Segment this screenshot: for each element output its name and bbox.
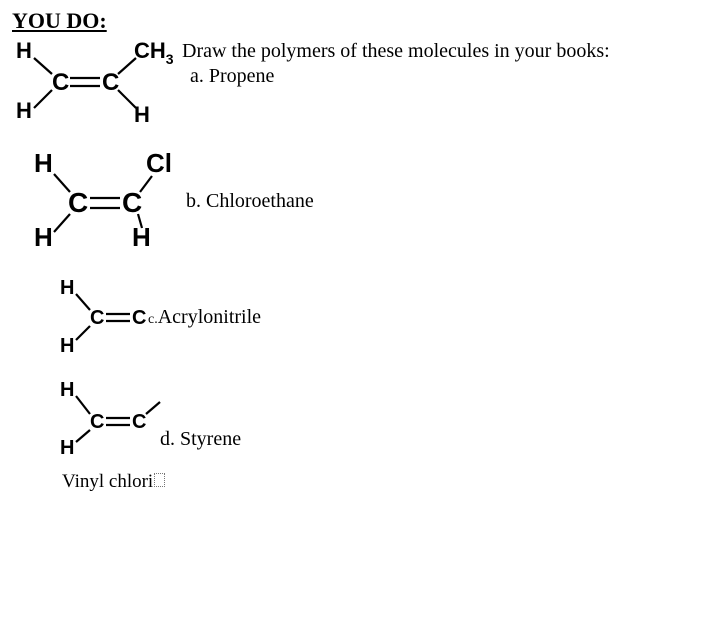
atom-c: C — [90, 411, 104, 433]
atom-c: C — [68, 187, 88, 218]
atom-c: C — [132, 411, 146, 433]
atom-c: C — [90, 307, 104, 329]
item-name-d: Styrene — [180, 428, 241, 450]
atom-h: H — [60, 277, 74, 299]
item-letter-a: a. — [190, 65, 204, 87]
atom-c: C — [132, 307, 146, 329]
atom-h: H — [16, 38, 32, 63]
atom-h: H — [60, 379, 74, 401]
atom-c: C — [102, 69, 119, 96]
atom-c: C — [52, 69, 69, 96]
row-propene: H H C C CH3 H Draw the polymers of — [12, 36, 711, 126]
row-acrylonitrile: H H C C c.Acrylonitrile — [50, 274, 711, 358]
atom-h: H — [60, 437, 74, 459]
page-heading: YOU DO: — [12, 8, 711, 34]
item-name-a: Propene — [209, 65, 275, 87]
trailing-text: Vinyl chlori — [62, 471, 153, 492]
atom-h: H — [134, 102, 150, 126]
atom-c: C — [122, 187, 142, 218]
row-styrene: H H C C d. Styrene — [50, 376, 711, 462]
structure-propene: H H C C CH3 H — [12, 36, 182, 126]
item-name-c: Acrylonitrile — [158, 306, 261, 328]
atom-h: H — [34, 222, 53, 252]
row-chloroethane: H H C C Cl H b. Chloroethane — [24, 146, 711, 256]
atom-ch3: CH3 — [134, 38, 174, 67]
structure-chloroethane: H H C C Cl H — [24, 146, 184, 256]
item-name-b: Chloroethane — [206, 190, 314, 212]
atom-h: H — [34, 148, 53, 178]
atom-h: H — [16, 98, 32, 123]
item-letter-d: d. — [160, 428, 175, 450]
item-letter-c: c. — [148, 312, 158, 327]
item-letter-b: b. — [186, 190, 201, 212]
intro-text: Draw the polymers of these molecules in … — [182, 40, 610, 62]
atom-cl: Cl — [146, 148, 172, 178]
atom-h: H — [60, 335, 74, 357]
text-cursor — [154, 473, 165, 487]
